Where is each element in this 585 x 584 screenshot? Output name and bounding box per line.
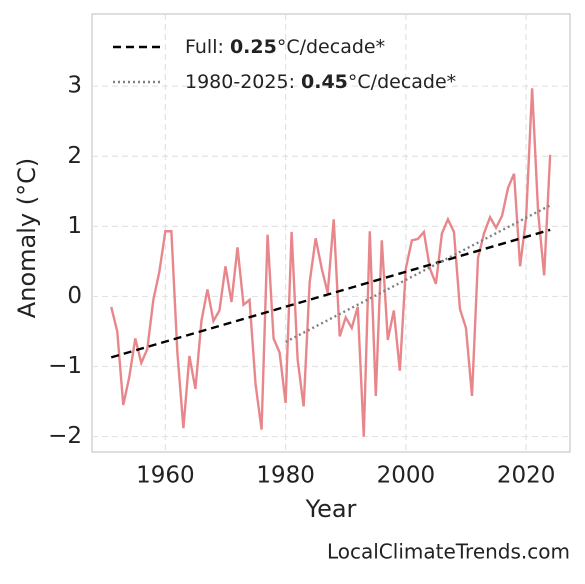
legend-label: 1980-2025: 0.45°C/decade* [185, 71, 456, 93]
x-tick-label: 1960 [136, 463, 195, 489]
x-tick-label: 1980 [256, 463, 315, 489]
legend-rate: 0.45 [301, 71, 348, 93]
y-tick-label: 0 [67, 283, 82, 309]
y-tick-label: 2 [67, 143, 82, 169]
y-axis-label: Anomaly (°C) [13, 158, 41, 318]
legend-unit: °C/decade* [277, 36, 385, 58]
x-tick-label: 2020 [497, 463, 556, 489]
y-tick-label: 1 [67, 213, 82, 239]
legend-text: Full: [185, 36, 224, 58]
legend-label: Full: 0.25°C/decade* [185, 36, 385, 58]
y-tick-label: −2 [48, 423, 82, 449]
y-tick-label: −1 [48, 353, 82, 379]
data-line [110, 88, 552, 437]
source: LocalClimateTrends.com [327, 540, 570, 564]
trend-line [110, 228, 551, 359]
y-tick-label: 3 [67, 73, 82, 99]
legend-unit: °C/decade* [348, 71, 456, 93]
x-tick-label: 2000 [377, 463, 436, 489]
legend-rate: 0.25 [230, 36, 277, 58]
x-axis-label: Year [305, 495, 357, 523]
legend-text: 1980-2025: [185, 71, 295, 93]
